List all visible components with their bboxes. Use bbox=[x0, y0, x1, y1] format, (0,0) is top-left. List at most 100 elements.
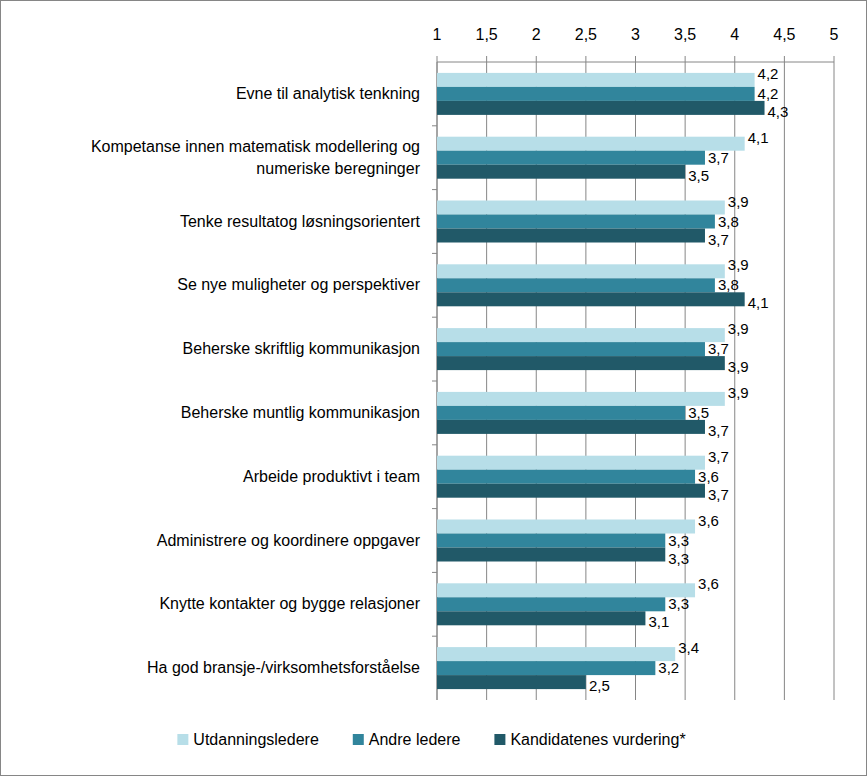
bar bbox=[437, 73, 755, 87]
bar bbox=[437, 215, 715, 229]
chart: 11,522,533,544,554,24,24,34,13,73,53,93,… bbox=[0, 0, 867, 776]
category-tick bbox=[432, 189, 437, 190]
data-label: 3,1 bbox=[648, 613, 669, 630]
data-label: 3,5 bbox=[688, 167, 709, 184]
legend-swatch bbox=[353, 734, 364, 745]
bar bbox=[437, 406, 685, 420]
data-label: 4,1 bbox=[748, 129, 769, 146]
bar bbox=[437, 342, 705, 356]
data-label: 4,1 bbox=[748, 294, 769, 311]
tick-label: 1,5 bbox=[476, 26, 498, 43]
bar bbox=[437, 328, 725, 342]
category-label-line: Kompetanse innen matematisk modellering … bbox=[91, 138, 420, 155]
data-label: 3,7 bbox=[708, 231, 729, 248]
chart-frame bbox=[1, 1, 867, 776]
data-label: 3,9 bbox=[728, 384, 749, 401]
data-label: 3,9 bbox=[728, 256, 749, 273]
bar bbox=[437, 101, 765, 115]
data-label: 3,9 bbox=[728, 358, 749, 375]
category-tick bbox=[432, 636, 437, 637]
tick-label: 4 bbox=[730, 26, 739, 43]
tick-label: 1 bbox=[433, 26, 442, 43]
category-label-line: Administrere og koordinere oppgaver bbox=[157, 532, 421, 549]
category-label-line: Arbeide produktivt i team bbox=[243, 468, 420, 485]
bar bbox=[437, 520, 695, 534]
data-label: 3,7 bbox=[708, 486, 729, 503]
category-label-line: Beherske skriftlig kommunikasjon bbox=[183, 340, 420, 357]
category-tick bbox=[432, 572, 437, 573]
category-tick bbox=[432, 125, 437, 126]
category-label: Arbeide produktivt i team bbox=[243, 468, 420, 485]
category-label: Knytte kontakter og bygge relasjoner bbox=[159, 595, 420, 612]
legend: UtdanningsledereAndre ledereKandidatenes… bbox=[177, 731, 685, 748]
category-label: Administrere og koordinere oppgaver bbox=[157, 532, 421, 549]
tick-label: 3 bbox=[631, 26, 640, 43]
data-label: 3,3 bbox=[668, 550, 689, 567]
data-label: 3,6 bbox=[698, 468, 719, 485]
bar bbox=[437, 278, 715, 292]
data-label: 3,4 bbox=[678, 639, 699, 656]
bar bbox=[437, 151, 705, 165]
bar bbox=[437, 470, 695, 484]
bar bbox=[437, 597, 665, 611]
tick-label: 4,5 bbox=[773, 26, 795, 43]
grid-line bbox=[834, 56, 835, 700]
category-label: Ha god bransje-/virksomhetsforståelse bbox=[147, 659, 420, 676]
bar bbox=[437, 484, 705, 498]
bar bbox=[437, 534, 665, 548]
category-tick bbox=[432, 381, 437, 382]
category-label-line: Knytte kontakter og bygge relasjoner bbox=[159, 595, 420, 612]
data-label: 3,8 bbox=[718, 213, 739, 230]
category-tick bbox=[432, 317, 437, 318]
bar bbox=[437, 661, 655, 675]
data-label: 3,7 bbox=[708, 340, 729, 357]
data-label: 3,8 bbox=[718, 276, 739, 293]
data-label: 3,6 bbox=[698, 575, 719, 592]
bar bbox=[437, 356, 725, 370]
data-label: 3,2 bbox=[658, 659, 679, 676]
bar bbox=[437, 420, 705, 434]
category-label: Tenke resultatog løsningsorientert bbox=[180, 213, 421, 230]
bar bbox=[437, 137, 745, 151]
data-label: 3,7 bbox=[708, 149, 729, 166]
data-label: 4,3 bbox=[768, 103, 789, 120]
category-label: Beherske skriftlig kommunikasjon bbox=[183, 340, 420, 357]
data-label: 3,6 bbox=[698, 512, 719, 529]
category-label: Kompetanse innen matematisk modellering … bbox=[91, 138, 421, 177]
category-tick bbox=[432, 508, 437, 509]
legend-label: Utdanningsledere bbox=[193, 731, 319, 748]
category-tick bbox=[432, 253, 437, 254]
category-label: Beherske muntlig kommunikasjon bbox=[181, 404, 420, 421]
category-label-line: Tenke resultatog løsningsorientert bbox=[180, 213, 421, 230]
legend-label: Kandidatenes vurdering* bbox=[510, 731, 685, 748]
category-tick bbox=[432, 444, 437, 445]
bar bbox=[437, 201, 725, 215]
category-label: Evne til analytisk tenkning bbox=[236, 85, 420, 102]
x-axis bbox=[437, 62, 834, 63]
legend-swatch bbox=[177, 734, 188, 745]
bar bbox=[437, 229, 705, 243]
bar bbox=[437, 456, 705, 470]
grid-line bbox=[734, 56, 735, 700]
data-label: 3,7 bbox=[708, 448, 729, 465]
data-label: 3,7 bbox=[708, 422, 729, 439]
bar bbox=[437, 292, 745, 306]
bar bbox=[437, 264, 725, 278]
category-label-line: Ha god bransje-/virksomhetsforståelse bbox=[147, 659, 420, 676]
grid-line bbox=[784, 56, 785, 700]
category-label-line: Beherske muntlig kommunikasjon bbox=[181, 404, 420, 421]
bars bbox=[437, 73, 765, 689]
bar bbox=[437, 611, 645, 625]
category-label: Se nye muligheter og perspektiver bbox=[177, 276, 420, 293]
labels: 4,24,24,34,13,73,53,93,83,73,93,84,13,93… bbox=[589, 65, 789, 694]
tick-label: 3,5 bbox=[674, 26, 696, 43]
data-label: 4,2 bbox=[758, 85, 779, 102]
bar bbox=[437, 165, 685, 179]
bar bbox=[437, 392, 725, 406]
data-label: 3,3 bbox=[668, 532, 689, 549]
category-label-line: Evne til analytisk tenkning bbox=[236, 85, 420, 102]
tick-label: 2 bbox=[532, 26, 541, 43]
data-label: 2,5 bbox=[589, 677, 610, 694]
bar bbox=[437, 647, 675, 661]
tick-label: 2,5 bbox=[575, 26, 597, 43]
